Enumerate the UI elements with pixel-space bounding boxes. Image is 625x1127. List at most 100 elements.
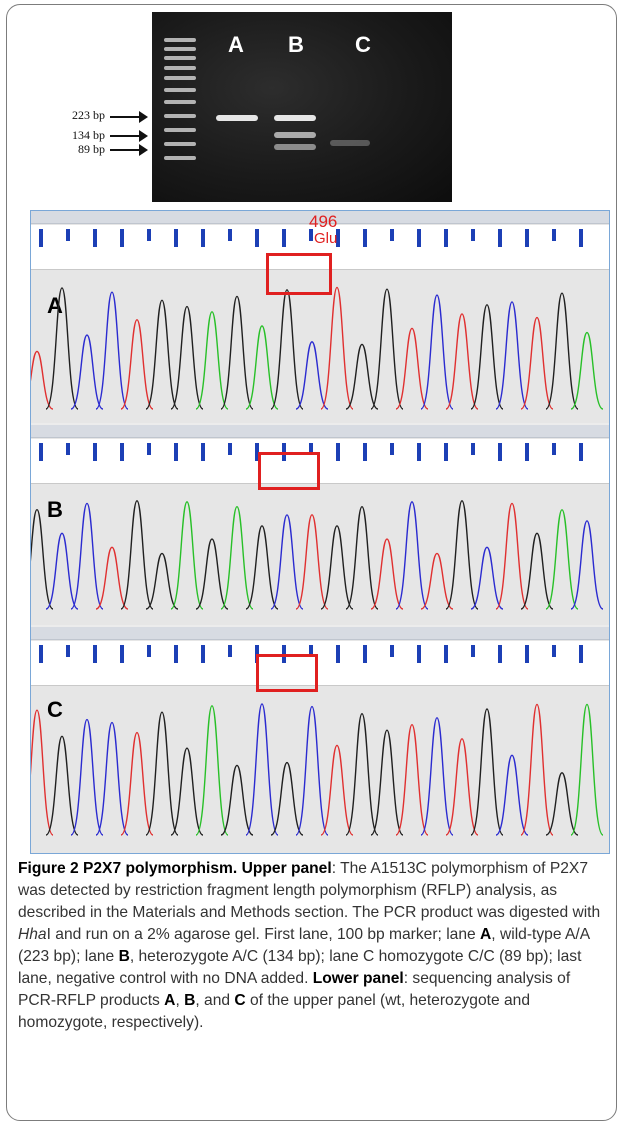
base-call-bar: [66, 229, 70, 241]
base-call-bar: [228, 645, 232, 657]
base-call-bar: [201, 229, 205, 247]
base-call-bar: [552, 443, 556, 455]
chromatogram-peak: [170, 501, 204, 610]
base-call-bar: [174, 229, 178, 247]
base-call-bar: [525, 443, 529, 461]
chromatogram-peak: [420, 294, 454, 410]
chromatogram-peak: [295, 705, 329, 836]
chromatogram-peak: [95, 546, 129, 610]
chromatogram-peak: [370, 729, 404, 836]
chromatogram-peak: [520, 316, 554, 410]
chromatogram-peak: [295, 514, 329, 610]
sequencing-panel: A B C: [30, 210, 610, 854]
chromatogram-peak: [70, 502, 104, 610]
caption-lane-b: B: [118, 948, 130, 965]
base-call-bar: [579, 229, 583, 247]
chromatogram-peak: [395, 327, 429, 410]
chromatogram-peak: [145, 552, 179, 610]
base-call-bar: [174, 645, 178, 663]
base-call-bar: [363, 645, 367, 663]
base-call-bar: [417, 229, 421, 247]
chromatogram-peak: [120, 731, 154, 836]
base-call-row-b: [31, 439, 609, 484]
chromatogram-peak: [395, 723, 429, 836]
chromatogram-peak: [320, 744, 354, 836]
base-call-bar: [201, 645, 205, 663]
chromatogram-peak: [395, 501, 429, 610]
chromatogram-peak: [270, 761, 304, 836]
marker-label-89: 89 bp: [78, 142, 105, 156]
chromatogram-peak: [45, 287, 79, 410]
chromatogram-peak: [270, 514, 304, 610]
base-call-bar: [282, 229, 286, 247]
base-call-bar: [147, 229, 151, 241]
caption-sep-2: , and: [195, 992, 235, 1009]
chromatogram-peak: [95, 721, 129, 836]
base-call-bar: [363, 443, 367, 461]
chromatogram-peak: [245, 525, 279, 610]
enzyme-name: Hha: [18, 926, 47, 943]
chromatogram-peak: [570, 703, 604, 836]
base-call-bar: [309, 443, 313, 455]
chromatogram-peak: [545, 772, 579, 836]
chromatogram-peak: [295, 341, 329, 410]
chromatogram-peak: [70, 334, 104, 410]
track-label-c: C: [47, 697, 63, 722]
base-call-bar: [498, 645, 502, 663]
lower-panel-label: Lower panel: [312, 970, 404, 987]
base-call-bar: [498, 229, 502, 247]
gel-lane-label-c: C: [355, 32, 371, 57]
chromatogram-peak: [370, 288, 404, 410]
chromatogram-peak: [520, 703, 554, 836]
chromatogram-peak: [95, 291, 129, 410]
base-call-bar: [309, 229, 313, 241]
chromatogram-peak: [370, 538, 404, 610]
chromatogram-peak: [495, 754, 529, 836]
chromatogram-peak: [320, 525, 354, 610]
base-call-bar: [579, 645, 583, 663]
base-call-bar: [336, 443, 340, 461]
band-lane-a-223: [216, 115, 258, 121]
base-call-bar: [255, 443, 259, 461]
chromatogram-peak: [220, 764, 254, 836]
chromatogram-peak: [420, 717, 454, 836]
chromatogram-peak: [470, 708, 504, 836]
base-call-bar: [444, 229, 448, 247]
caption-prod-c: C: [234, 992, 246, 1009]
caption-text-4: : sequencing analysis of PCR-RFLP produc…: [18, 970, 571, 1009]
base-call-bar: [417, 645, 421, 663]
chromatogram-peak: [195, 538, 229, 610]
marker-label-223: 223 bp: [72, 108, 105, 122]
chromatogram-peak: [120, 500, 154, 610]
chromatogram-peak: [470, 304, 504, 410]
marker-arrow-134: [110, 130, 148, 142]
marker-label-134: 134 bp: [72, 128, 105, 142]
chromatogram-peak: [170, 747, 204, 836]
chromatogram-peak: [245, 703, 279, 836]
chromatogram-peak: [345, 505, 379, 610]
base-call-bar: [255, 229, 259, 247]
base-call-bar: [444, 645, 448, 663]
chromatogram-peak: [345, 343, 379, 410]
chromatogram-peak: [70, 718, 104, 836]
caption-sep-1: ,: [175, 992, 185, 1009]
track-label-b: B: [47, 497, 63, 522]
codon-highlight-a: [266, 253, 332, 295]
chromatogram-peak: [445, 738, 479, 836]
base-call-bar: [39, 229, 43, 247]
base-call-bar: [201, 443, 205, 461]
chromatogram-peak: [520, 532, 554, 610]
marker-arrow-223: [110, 111, 148, 123]
base-call-bar: [120, 645, 124, 663]
base-call-bar: [147, 443, 151, 455]
figure-label: Figure 2 P2X7 polymorphism.: [18, 860, 238, 877]
band-lane-b-89: [274, 144, 316, 150]
chromatogram-peak: [570, 331, 604, 410]
band-lane-b-134: [274, 132, 316, 138]
chromatogram-peak: [145, 299, 179, 410]
chromatogram-peak: [320, 286, 354, 410]
chromatogram-peak: [495, 502, 529, 610]
base-call-bar: [471, 229, 475, 241]
chromatogram-peak: [220, 295, 254, 410]
base-call-bar: [66, 645, 70, 657]
